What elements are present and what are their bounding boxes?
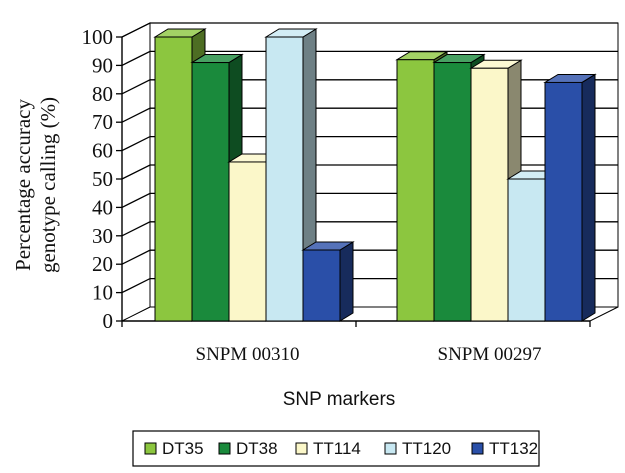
bar-front bbox=[302, 249, 341, 322]
bar-layer bbox=[153, 28, 597, 322]
legend-swatch bbox=[471, 442, 484, 455]
y-tick-label: 60 bbox=[92, 139, 113, 163]
bar bbox=[543, 73, 597, 322]
x-axis-label: SNP markers bbox=[283, 389, 396, 410]
y-tick-label: 40 bbox=[92, 195, 113, 219]
legend-label: TT120 bbox=[402, 439, 451, 458]
legend-layer: DT35 DT38 TT114 TT120 TT132 bbox=[132, 430, 540, 467]
axis-layer: 0 10 20 30 40 50 60 70 80 90 100 bbox=[82, 25, 591, 333]
bar-front bbox=[154, 36, 193, 322]
bar-front bbox=[433, 62, 472, 322]
x-tick-label: SNPM 00310 bbox=[196, 344, 300, 365]
legend-swatch bbox=[384, 442, 397, 455]
legend-label: DT35 bbox=[162, 439, 204, 458]
y-tick-label: 10 bbox=[92, 281, 113, 305]
x-tick-label: SNPM 00297 bbox=[438, 344, 542, 365]
y-tick-label: 0 bbox=[103, 309, 114, 333]
y-tick-label: 70 bbox=[92, 110, 113, 134]
y-tick-label: 100 bbox=[82, 25, 114, 49]
y-tick-label: 20 bbox=[92, 252, 113, 276]
gridline bbox=[121, 50, 618, 66]
legend-swatch bbox=[144, 442, 157, 455]
bar-side bbox=[581, 73, 596, 322]
y-tick-label: 80 bbox=[92, 82, 113, 106]
y-tick-label: 50 bbox=[92, 167, 113, 191]
bar-front bbox=[470, 67, 509, 322]
bar-front bbox=[191, 62, 230, 322]
legend-label: TT114 bbox=[313, 439, 361, 458]
legend-swatch bbox=[295, 442, 308, 455]
y-axis-label: genotype calling (%) bbox=[36, 97, 60, 273]
legend-box bbox=[132, 430, 540, 467]
gridline bbox=[121, 22, 618, 38]
label-layer: SNPM 00310 SNPM 00297 Percentage accuracy g… bbox=[11, 97, 542, 410]
legend-label: TT132 bbox=[489, 439, 538, 458]
legend-swatch bbox=[218, 442, 231, 455]
bar-front bbox=[396, 59, 435, 322]
legend-label: DT38 bbox=[236, 439, 278, 458]
bar-front bbox=[265, 36, 304, 322]
bar bbox=[301, 241, 355, 322]
bar-front bbox=[228, 161, 267, 322]
y-tick-label: 30 bbox=[92, 224, 113, 248]
bar-side bbox=[339, 241, 354, 322]
bar-front bbox=[507, 178, 546, 322]
y-axis-label: Percentage accuracy bbox=[11, 99, 35, 271]
y-tick-label: 90 bbox=[92, 53, 113, 77]
bar-front bbox=[544, 81, 583, 322]
